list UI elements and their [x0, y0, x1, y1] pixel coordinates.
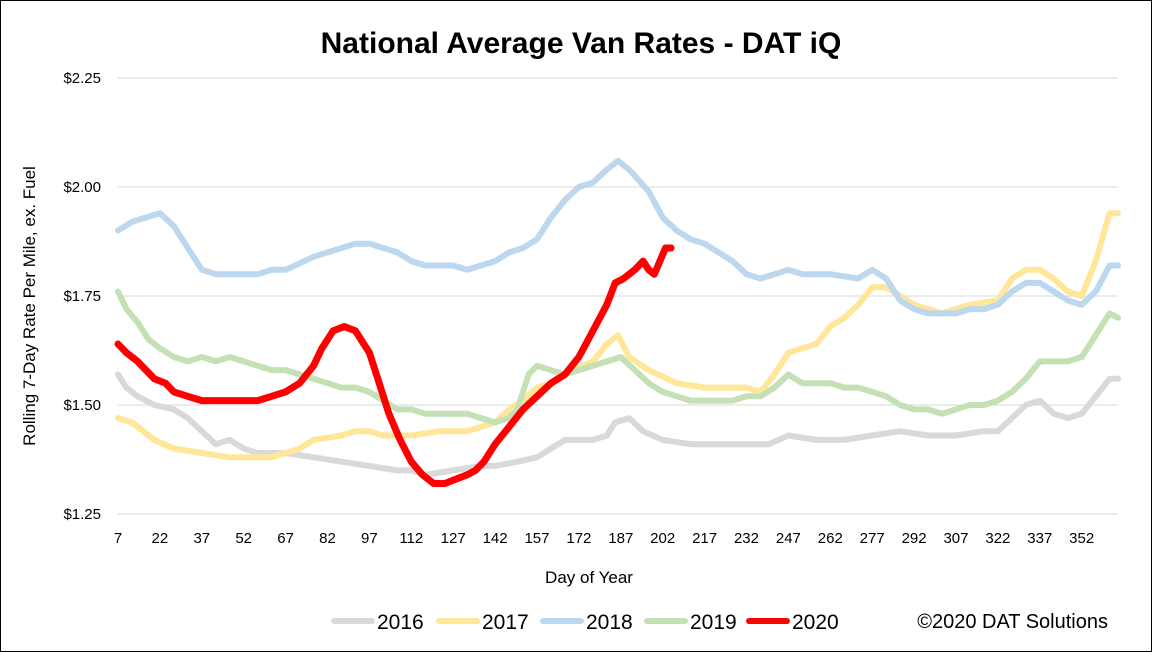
x-tick-label: 217: [692, 530, 717, 547]
y-tick-label: $2.00: [63, 179, 101, 196]
x-tick-label: 232: [734, 530, 759, 547]
series-line-2017: [115, 210, 1121, 461]
x-tick-label: 262: [818, 530, 843, 547]
x-tick-label: 82: [319, 530, 336, 547]
x-tick-label: 187: [608, 530, 633, 547]
x-tick-label: 307: [943, 530, 968, 547]
x-tick-label: 127: [441, 530, 466, 547]
x-tick-label: 247: [776, 530, 801, 547]
x-tick-label: 352: [1069, 530, 1094, 547]
credit-text: ©2020 DAT Solutions: [917, 611, 1108, 633]
x-tick-label: 157: [524, 530, 549, 547]
series-lines: [114, 157, 1121, 487]
x-axis-ticks: 7 22 37 52 67 82 97 112 127 142 157 172 187 202 217 232…: [114, 530, 1094, 547]
chart-title: National Average Van Rates - DAT iQ: [321, 27, 842, 60]
x-tick-label: 172: [566, 530, 591, 547]
series-line-2020: [114, 244, 675, 487]
legend-label-2016: 2016: [377, 611, 424, 634]
x-tick-label: 112: [399, 530, 423, 547]
x-tick-label: 202: [650, 530, 675, 547]
x-tick-label: 292: [902, 530, 927, 547]
y-tick-label: $1.50: [63, 397, 101, 414]
legend: 2016 2017 2018 2019 2020: [331, 611, 839, 634]
x-tick-label: 142: [483, 530, 508, 547]
x-tick-label: 67: [277, 530, 294, 547]
x-tick-label: 277: [860, 530, 885, 547]
x-tick-label: 52: [235, 530, 252, 547]
y-tick-label: $2.25: [63, 70, 101, 87]
y-axis-label: Rolling 7-Day Rate Per Mile, ex. Fuel: [20, 166, 39, 446]
legend-label-2019: 2019: [690, 611, 737, 634]
series-line-2016: [115, 371, 1121, 478]
legend-label-2017: 2017: [482, 611, 529, 634]
x-tick-label: 337: [1027, 530, 1052, 547]
y-axis-ticks: $1.25 $1.50 $1.75 $2.00 $2.25: [63, 70, 101, 523]
legend-label-2020: 2020: [792, 611, 839, 634]
x-tick-label: 97: [361, 530, 378, 547]
x-tick-label: 7: [114, 530, 122, 547]
y-tick-label: $1.75: [63, 288, 101, 305]
series-line-2018: [115, 157, 1121, 317]
x-tick-label: 22: [152, 530, 169, 547]
x-tick-label: 37: [193, 530, 210, 547]
legend-label-2018: 2018: [586, 611, 633, 634]
x-axis-label: Day of Year: [545, 568, 633, 587]
y-tick-label: $1.25: [63, 506, 101, 523]
gridlines: [118, 77, 1118, 515]
series-line-2019: [115, 288, 1121, 426]
x-tick-label: 322: [985, 530, 1010, 547]
